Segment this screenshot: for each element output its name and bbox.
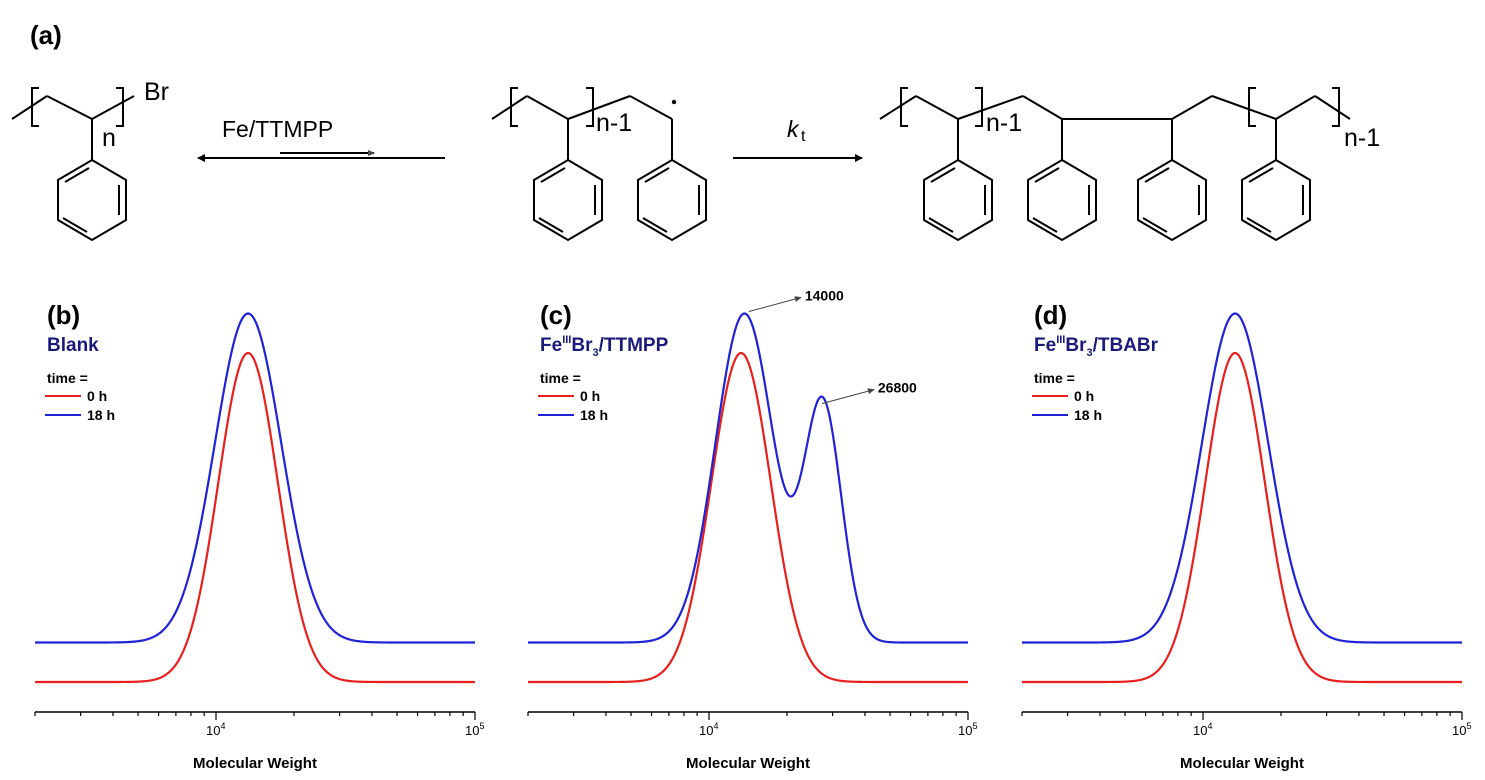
x-axis-label: Molecular Weight	[193, 755, 317, 772]
legend-heading: time =	[540, 370, 581, 386]
series-line-blue	[528, 312, 968, 644]
title-main: Fe	[540, 335, 562, 356]
scheme-panel-label: (a)	[30, 20, 62, 50]
gpc-panel-febr3-ttmpp: (c) FeIIIBr3/TTMPP time = 0 h 18 h 14000 26800…	[527, 288, 977, 772]
rate-constant: k	[787, 116, 800, 142]
x-tick-label: 104	[206, 721, 225, 738]
panel-title: Blank	[47, 335, 99, 356]
product-right-subscript: n-1	[1344, 124, 1380, 152]
x-tick-label: 105	[465, 721, 484, 738]
legend-heading: time =	[1034, 370, 1075, 386]
legend-entry: 18 h	[580, 407, 608, 423]
title-superscript: III	[1056, 334, 1065, 346]
legend-entry: 0 h	[1074, 388, 1094, 404]
x-tick-label: 104	[699, 721, 718, 738]
series-line-red	[1022, 351, 1462, 684]
x-tick-label: 105	[958, 721, 977, 738]
annotation-label: 14000	[805, 288, 844, 304]
radical-repeat-subscript: n-1	[596, 109, 632, 137]
title-mid: Br	[571, 335, 593, 356]
gpc-panel-febr3-tbabr: (d) FeIIIBr3/TBABr time = 0 h 18 h 104 105 Mole…	[1021, 300, 1471, 772]
legend-heading: time =	[47, 370, 88, 386]
series-line-blue	[1022, 312, 1462, 644]
x-tick-label: 105	[1452, 721, 1471, 738]
panel-label: (c)	[540, 300, 572, 330]
legend-entry: 0 h	[87, 388, 107, 404]
title-main: Blank	[47, 335, 99, 356]
x-axis-label: Molecular Weight	[686, 755, 810, 772]
panel-title: FeIIIBr3/TBABr	[1034, 334, 1159, 359]
series-line-red	[528, 351, 968, 684]
panel-title: FeIIIBr3/TTMPP	[540, 334, 669, 359]
annotation-arrow	[821, 388, 875, 405]
gpc-panel-blank: (b) Blank time = 0 h 18 h 104 105 Molecular Wei…	[34, 300, 484, 772]
title-superscript: III	[562, 334, 571, 346]
legend-entry: 0 h	[580, 388, 600, 404]
legend-entry: 18 h	[1074, 407, 1102, 423]
annotation-arrow	[748, 296, 802, 313]
polystyryl-radical-structure	[491, 87, 707, 242]
title-mid: Br	[1065, 335, 1087, 356]
reagent-label: Fe/TTMPP	[222, 116, 333, 142]
annotation-label: 26800	[878, 380, 917, 396]
product-left-subscript: n-1	[986, 109, 1022, 137]
reaction-scheme: (a) Br n Fe/TTMPP	[11, 20, 1380, 242]
bromide-repeat-subscript: n	[102, 124, 116, 152]
title-subscript: 3	[1086, 347, 1092, 359]
series-line-blue	[35, 312, 475, 644]
polystyrene-bromide-structure	[11, 87, 135, 242]
bromine-label: Br	[144, 78, 169, 106]
legend-entry: 18 h	[87, 407, 115, 423]
radical-dot	[671, 99, 677, 105]
coupled-product-structure	[879, 87, 1351, 242]
rate-constant-subscript: t	[801, 128, 806, 145]
x-axis-label: Molecular Weight	[1180, 755, 1304, 772]
panel-label: (d)	[1034, 300, 1067, 330]
series-line-red	[35, 351, 475, 684]
title-subscript: 3	[592, 347, 598, 359]
title-rest: /TTMPP	[599, 335, 669, 356]
panel-label: (b)	[47, 300, 80, 330]
title-main: Fe	[1034, 335, 1056, 356]
title-rest: /TBABr	[1093, 335, 1159, 356]
x-tick-label: 104	[1193, 721, 1212, 738]
